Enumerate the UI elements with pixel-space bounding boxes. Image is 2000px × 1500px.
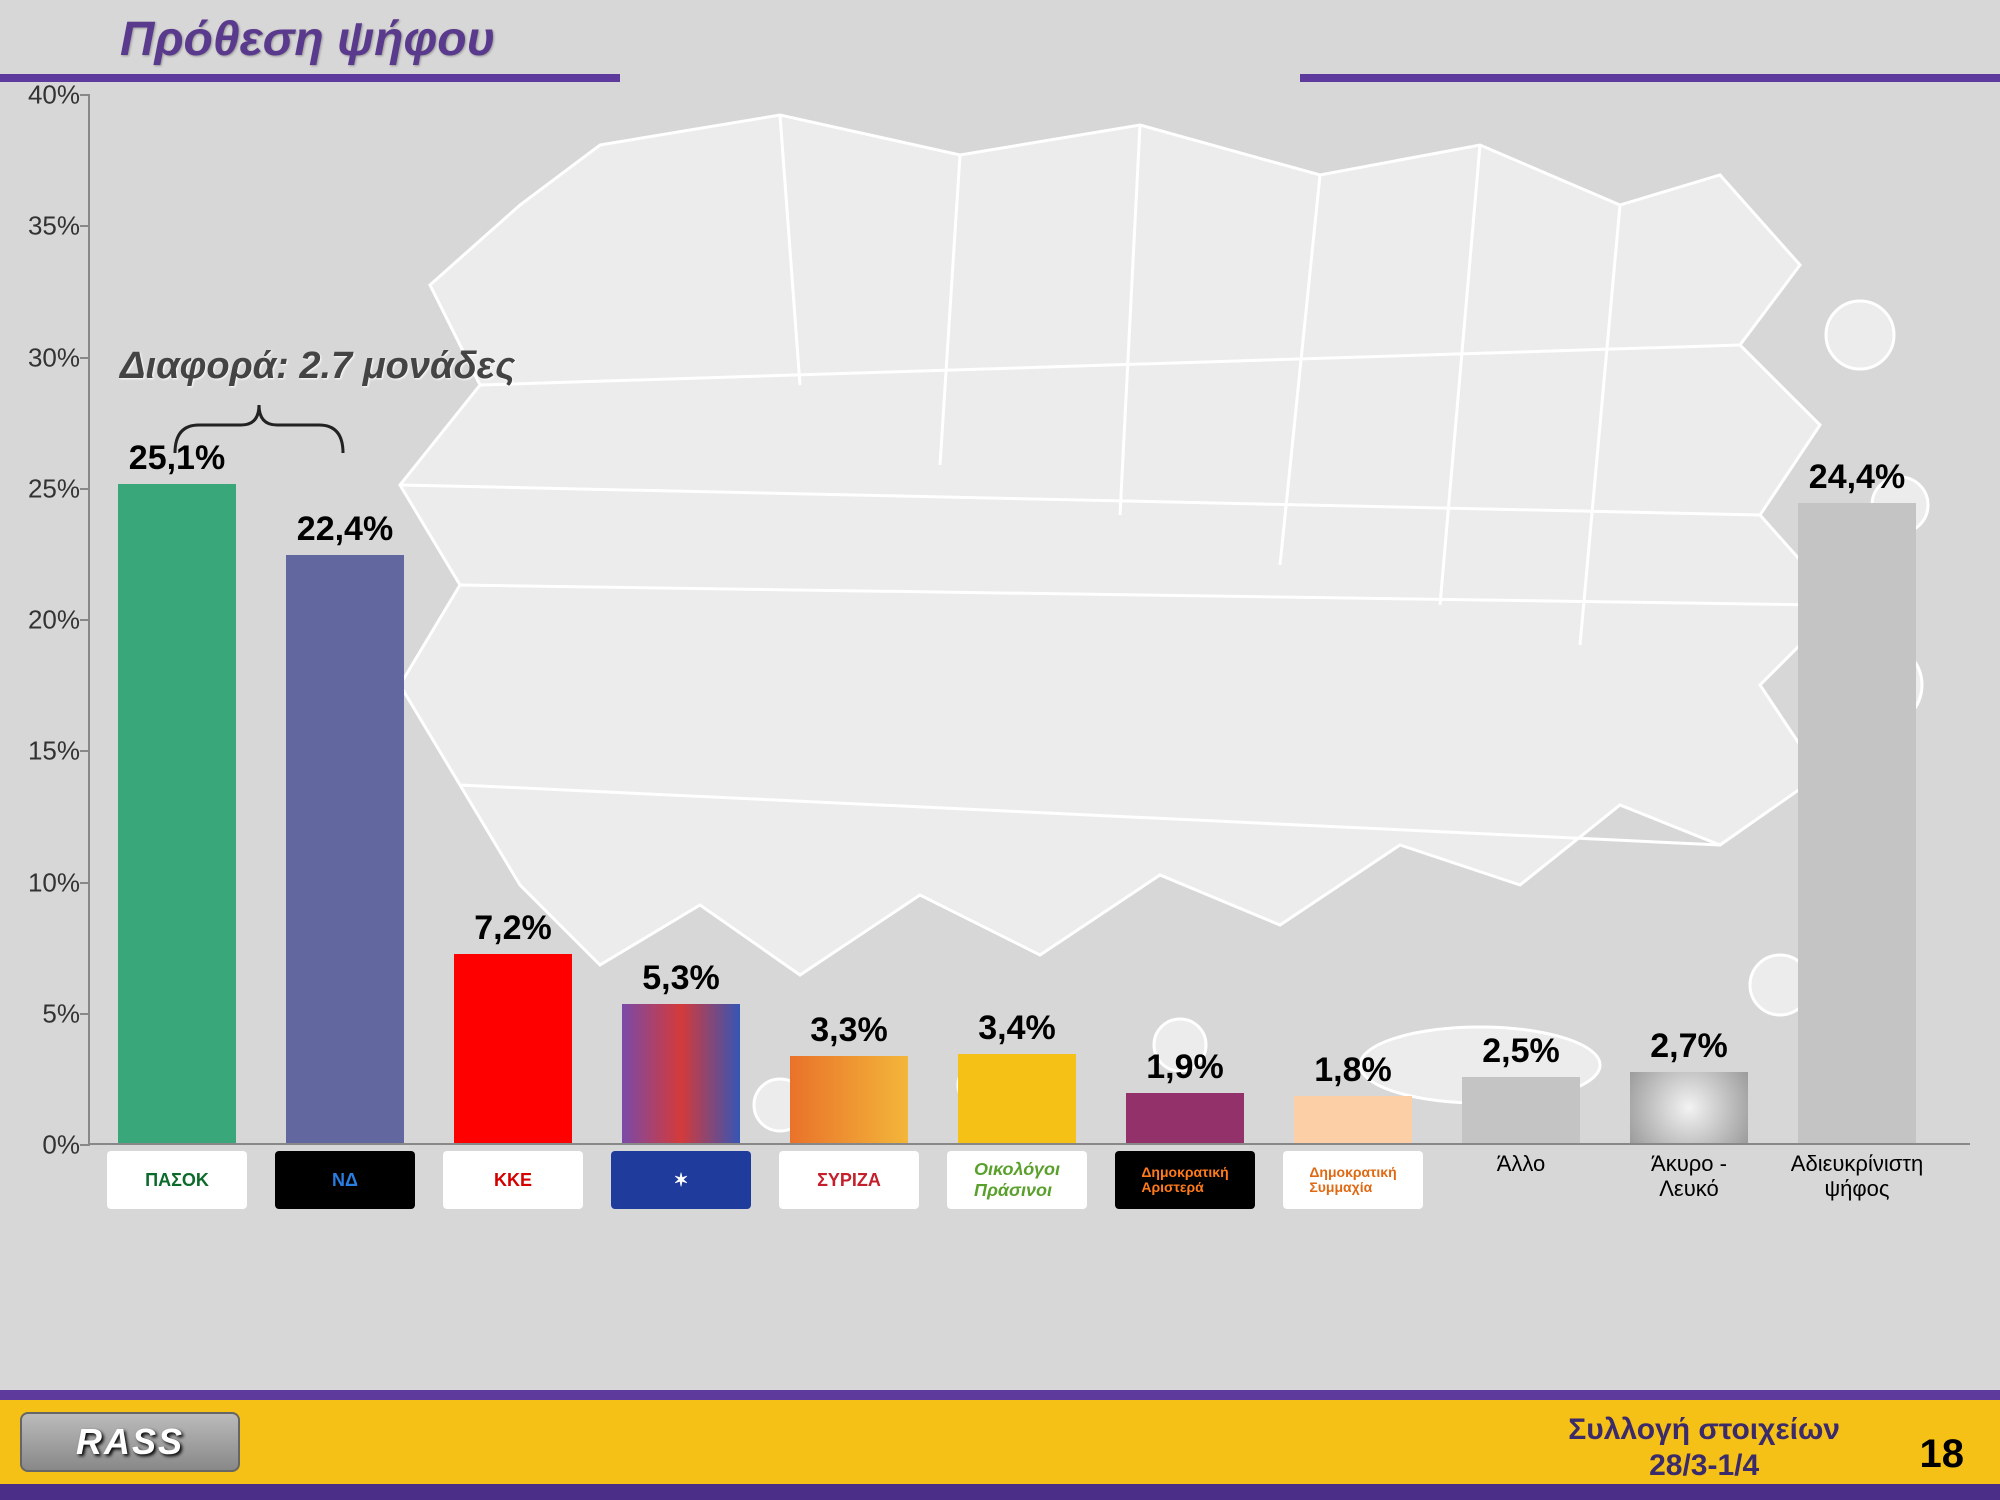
footer-rule-top: [0, 1390, 2000, 1400]
category-text: Άλλο: [1497, 1151, 1546, 1176]
bar-chart: 0%5%10%15%20%25%30%35%40%25,1%ΠΑΣΟΚ22,4%…: [10, 95, 1970, 1145]
dimsym-logo: ΔημοκρατικήΣυμμαχία: [1283, 1151, 1423, 1209]
title-rule-right: [1300, 74, 2000, 82]
dimar-logo: ΔημοκρατικήΑριστερά: [1115, 1151, 1255, 1209]
diff-annotation-brace: [10, 95, 1970, 1145]
pasok-logo: ΠΑΣΟΚ: [107, 1151, 247, 1209]
footer-bar: RASS Συλλογή στοιχείων 28/3-1/4 18: [0, 1400, 2000, 1484]
kke-logo: ΚΚΕ: [443, 1151, 583, 1209]
footer-line1: Συλλογή στοιχείων: [1568, 1412, 1840, 1448]
footer-line2: 28/3-1/4: [1568, 1448, 1840, 1484]
page-title-wrap: Πρόθεση ψήφου: [120, 12, 495, 67]
footer: RASS Συλλογή στοιχείων 28/3-1/4 18: [0, 1390, 2000, 1500]
footer-page-number: 18: [1920, 1432, 1965, 1477]
category-text: Άκυρο -Λευκό: [1651, 1151, 1727, 1202]
bar-category-label: Αδιευκρίνιστηψήφος: [1751, 1143, 1963, 1202]
rass-logo: RASS: [20, 1412, 240, 1472]
nd-logo: ΝΔ: [275, 1151, 415, 1209]
footer-texts: Συλλογή στοιχείων 28/3-1/4: [1568, 1412, 1840, 1484]
greens-logo: ΟικολόγοιΠράσινοι: [947, 1151, 1087, 1209]
slide-root: Πρόθεση ψήφου 0%5%10%15%20%25%30%35%40%2…: [0, 0, 2000, 1500]
syriza-logo: ΣΥΡΙΖΑ: [779, 1151, 919, 1209]
title-rule-left: [0, 74, 620, 82]
page-title: Πρόθεση ψήφου: [120, 12, 495, 67]
category-text: Αδιευκρίνιστηψήφος: [1791, 1151, 1923, 1202]
laos-logo: ✶: [611, 1151, 751, 1209]
footer-rule-bottom: [0, 1484, 2000, 1500]
